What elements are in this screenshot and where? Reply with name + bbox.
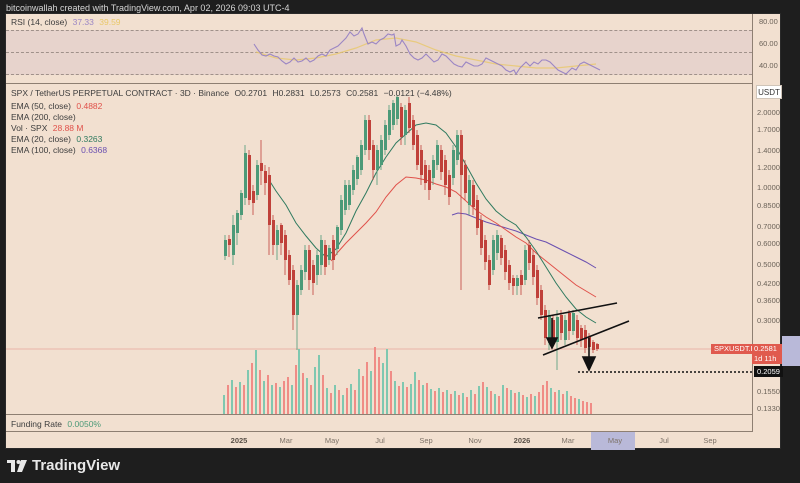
time-label: Mar <box>279 436 293 445</box>
funding-value: 0.0050% <box>67 419 101 429</box>
chart-frame: RSI (14, close) 37.33 39.59 <box>5 13 800 450</box>
price-tick: 0.3600 <box>757 296 780 305</box>
volume-bars <box>223 347 592 414</box>
rsi-level-30 <box>6 74 752 75</box>
ema50-line <box>330 176 597 298</box>
rsi-pane[interactable]: RSI (14, close) 37.33 39.59 <box>6 14 752 84</box>
indicator-value: 0.6368 <box>81 145 108 155</box>
candles <box>224 95 599 370</box>
rsi-level-70 <box>6 30 752 31</box>
indicator-ema20[interactable]: EMA (20, close) 0.3263 <box>11 134 102 144</box>
funding-label: Funding Rate <box>11 419 63 429</box>
time-label: Jul <box>375 436 385 445</box>
current-symbol-tag: SPXUSDT.P <box>711 344 759 354</box>
symbol-title: SPX / TetherUS PERPETUAL CONTRACT · 3D ·… <box>11 88 230 98</box>
rsi-tick: 80.00 <box>759 17 778 26</box>
main-price-pane[interactable]: SPX / TetherUS PERPETUAL CONTRACT · 3D ·… <box>6 85 759 414</box>
ohlc-high: H0.2831 <box>272 88 305 98</box>
funding-legend: Funding Rate 0.0050% <box>11 419 101 429</box>
price-tick: 1.4000 <box>757 146 780 155</box>
price-tick: 1.7000 <box>757 125 780 134</box>
indicator-label: EMA (50, close) <box>11 101 71 111</box>
indicator-label: EMA (200, close) <box>11 112 76 122</box>
rsi-ma-value: 39.59 <box>99 17 121 27</box>
rsi-value: 37.33 <box>72 17 94 27</box>
rsi-tick: 60.00 <box>759 39 778 48</box>
price-tick: 1.2000 <box>757 163 780 172</box>
time-label: May <box>324 436 340 445</box>
ohlc-change: −0.0121 (−4.48%) <box>383 88 452 98</box>
currency-button[interactable]: USDT <box>756 85 782 99</box>
tradingview-logo-icon <box>7 459 27 472</box>
time-axis[interactable]: 2025 Mar May Jul Sep Nov 2026 Mar May Ju… <box>6 432 782 450</box>
time-label: Sep <box>419 436 433 445</box>
time-label: Mar <box>561 436 575 445</box>
price-tick: 1.0000 <box>757 183 780 192</box>
ohlc-close: C0.2581 <box>346 88 379 98</box>
funding-rate-pane[interactable]: Funding Rate 0.0050% <box>6 414 752 432</box>
price-tick: 0.7000 <box>757 222 780 231</box>
rsi-level-50 <box>6 52 752 53</box>
current-price-tag: 0.2581 <box>752 344 792 354</box>
time-label: Jul <box>659 436 669 445</box>
time-range-highlight <box>591 432 635 450</box>
time-label: Nov <box>468 436 482 445</box>
wedge-drawing <box>537 302 630 356</box>
rsi-plot <box>253 26 601 76</box>
time-label: 2026 <box>513 436 531 445</box>
time-label: May <box>607 436 623 445</box>
indicator-ema50[interactable]: EMA (50, close) 0.4882 <box>11 101 102 111</box>
price-tick: 2.0000 <box>757 108 780 117</box>
ohlc-low: L0.2573 <box>309 88 341 98</box>
rsi-tick: 40.00 <box>759 61 778 70</box>
time-label: Sep <box>703 436 717 445</box>
rsi-legend: RSI (14, close) 37.33 39.59 <box>11 17 121 27</box>
indicator-ema100[interactable]: EMA (100, close) 0.6368 <box>11 145 107 155</box>
price-tick: 0.8500 <box>757 201 780 210</box>
symbol-legend: SPX / TetherUS PERPETUAL CONTRACT · 3D ·… <box>11 88 452 98</box>
price-tick: 0.5000 <box>757 260 780 269</box>
indicator-value: 28.88 M <box>52 123 84 133</box>
indicator-label: EMA (100, close) <box>11 145 76 155</box>
price-tick: 0.3000 <box>757 316 780 325</box>
indicator-ema200[interactable]: EMA (200, close) <box>11 112 76 122</box>
price-range-highlight <box>782 336 800 366</box>
rsi-label: RSI (14, close) <box>11 17 68 27</box>
indicator-label: EMA (20, close) <box>11 134 71 144</box>
price-tick: 0.4200 <box>757 279 780 288</box>
indicator-label: Vol · SPX <box>11 123 48 133</box>
ema20-line <box>268 122 597 324</box>
tradingview-logo[interactable]: TradingView <box>7 457 120 474</box>
time-label: 2025 <box>230 436 248 445</box>
tradingview-brand: TradingView <box>32 457 121 474</box>
indicator-value: 0.3263 <box>76 134 103 144</box>
ohlc-open: O0.2701 <box>234 88 268 98</box>
price-tick: 0.1550 <box>757 387 780 396</box>
ema100-line <box>451 212 597 269</box>
price-tick: 0.1330 <box>757 404 780 413</box>
countdown-tag: 1d 11h <box>752 354 792 364</box>
chart-credit: bitcoinwallah created with TradingView.c… <box>6 3 290 13</box>
indicator-volume[interactable]: Vol · SPX 28.88 M <box>11 123 83 133</box>
price-plot <box>6 95 752 414</box>
target-price-tag: 0.2059 <box>754 366 783 377</box>
breakdown-arrows <box>545 318 597 372</box>
price-tick: 0.6000 <box>757 239 780 248</box>
indicator-value: 0.4882 <box>76 101 103 111</box>
